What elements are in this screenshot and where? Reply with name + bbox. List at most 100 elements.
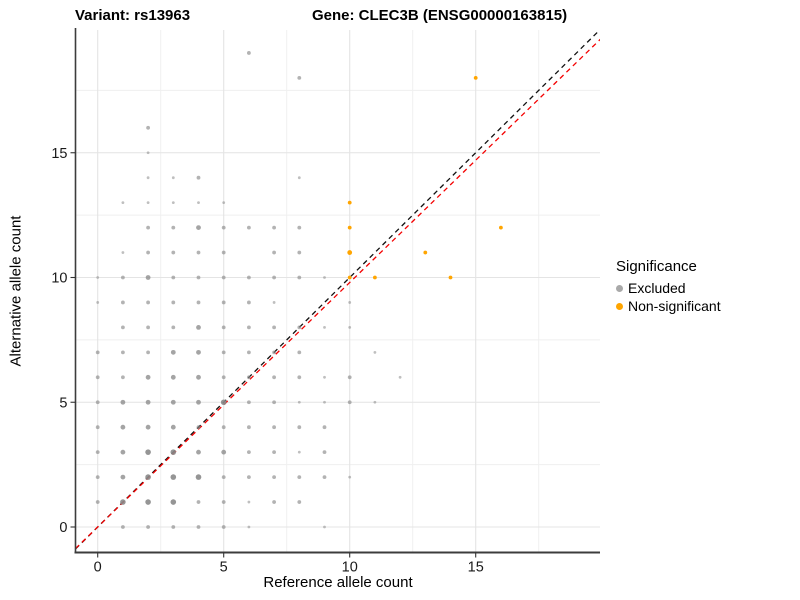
excluded-point bbox=[221, 475, 226, 479]
nonsignificant-point bbox=[499, 225, 503, 230]
excluded-point bbox=[196, 374, 201, 380]
y-tick-label: 10 bbox=[51, 271, 67, 287]
excluded-point bbox=[221, 300, 226, 305]
excluded-point bbox=[373, 400, 377, 404]
excluded-point bbox=[197, 201, 200, 205]
excluded-point bbox=[170, 399, 176, 405]
excluded-point bbox=[171, 250, 176, 255]
excluded-point bbox=[196, 449, 201, 455]
excluded-point bbox=[121, 275, 125, 280]
excluded-point bbox=[121, 350, 125, 355]
excluded-point bbox=[96, 276, 100, 279]
excluded-point bbox=[196, 175, 201, 180]
y-tick-label: 0 bbox=[59, 520, 67, 536]
excluded-point bbox=[95, 375, 100, 380]
excluded-point bbox=[297, 350, 302, 355]
excluded-point bbox=[221, 500, 226, 504]
excluded-point bbox=[196, 349, 201, 355]
fit-line bbox=[75, 38, 600, 549]
excluded-point bbox=[247, 325, 251, 330]
excluded-point bbox=[323, 276, 326, 279]
excluded-point bbox=[323, 326, 326, 329]
y-axis-label: Alternative allele count bbox=[7, 215, 25, 367]
excluded-point bbox=[297, 400, 301, 404]
variant-title: Variant: rs13963 bbox=[75, 7, 191, 24]
excluded-point bbox=[247, 525, 251, 529]
excluded-point bbox=[348, 475, 352, 479]
excluded-point bbox=[145, 449, 151, 455]
nonsignificant-point bbox=[448, 275, 453, 280]
excluded-point bbox=[121, 251, 125, 254]
excluded-point bbox=[145, 374, 151, 380]
excluded-point bbox=[146, 176, 150, 180]
excluded-point bbox=[171, 275, 176, 280]
excluded-point bbox=[96, 301, 100, 304]
excluded-point bbox=[220, 399, 227, 406]
nonsignificant-point bbox=[347, 200, 352, 205]
excluded-point bbox=[95, 425, 100, 430]
excluded-point bbox=[398, 375, 402, 379]
excluded-point bbox=[145, 399, 151, 405]
excluded-point bbox=[120, 424, 126, 430]
excluded-point bbox=[322, 450, 327, 455]
excluded-point bbox=[170, 349, 176, 355]
excluded-point bbox=[146, 225, 151, 230]
excluded-point bbox=[247, 500, 251, 504]
excluded-point bbox=[272, 500, 276, 504]
excluded-point bbox=[221, 525, 226, 529]
excluded-point bbox=[323, 400, 326, 404]
excluded-point bbox=[221, 325, 226, 330]
nonsignificant-point bbox=[347, 225, 352, 230]
gene-title: Gene: CLEC3B (ENSG00000163815) bbox=[312, 7, 568, 24]
excluded-point bbox=[322, 425, 327, 430]
excluded-point bbox=[196, 250, 201, 255]
x-tick-label: 5 bbox=[220, 560, 228, 576]
excluded-point bbox=[121, 300, 125, 305]
excluded-point bbox=[146, 325, 151, 330]
excluded-point bbox=[171, 176, 175, 180]
excluded-point bbox=[348, 326, 352, 329]
excluded-point bbox=[121, 201, 125, 205]
excluded-point bbox=[247, 375, 251, 380]
x-tick-label: 10 bbox=[342, 560, 358, 576]
nonsignificant-point bbox=[347, 275, 352, 280]
excluded-point bbox=[297, 450, 301, 454]
excluded-point bbox=[247, 275, 251, 280]
nonsignificant-point bbox=[347, 250, 353, 255]
excluded-point bbox=[146, 201, 150, 205]
legend-item-label: Excluded bbox=[628, 280, 686, 296]
nonsignificant-point bbox=[373, 275, 377, 280]
identity-line bbox=[75, 30, 600, 550]
excluded-point bbox=[221, 250, 226, 255]
excluded-point bbox=[272, 350, 276, 355]
excluded-point bbox=[297, 425, 302, 430]
y-tick-label: 5 bbox=[59, 395, 67, 411]
excluded-point bbox=[373, 350, 377, 354]
excluded-point bbox=[221, 425, 226, 430]
excluded-point bbox=[95, 500, 100, 504]
excluded-point bbox=[221, 275, 226, 280]
excluded-point bbox=[323, 525, 326, 529]
excluded-point bbox=[347, 375, 352, 380]
excluded-point bbox=[297, 225, 302, 230]
excluded-point bbox=[221, 449, 227, 455]
excluded-point bbox=[297, 500, 302, 504]
excluded-point bbox=[272, 225, 276, 230]
excluded-point bbox=[272, 325, 276, 330]
excluded-point bbox=[323, 375, 326, 379]
excluded-point bbox=[196, 525, 201, 529]
excluded-point bbox=[171, 300, 176, 305]
excluded-point bbox=[146, 350, 151, 355]
excluded-point bbox=[272, 275, 276, 280]
excluded-point bbox=[196, 399, 201, 405]
excluded-point bbox=[146, 525, 151, 529]
excluded-point bbox=[196, 275, 201, 280]
excluded-point bbox=[120, 399, 126, 405]
excluded-point bbox=[171, 201, 175, 205]
legend-item-label: Non-significant bbox=[628, 298, 721, 314]
excluded-point bbox=[347, 400, 352, 405]
legend-title: Significance bbox=[616, 258, 697, 275]
y-tick-label: 15 bbox=[51, 146, 67, 162]
